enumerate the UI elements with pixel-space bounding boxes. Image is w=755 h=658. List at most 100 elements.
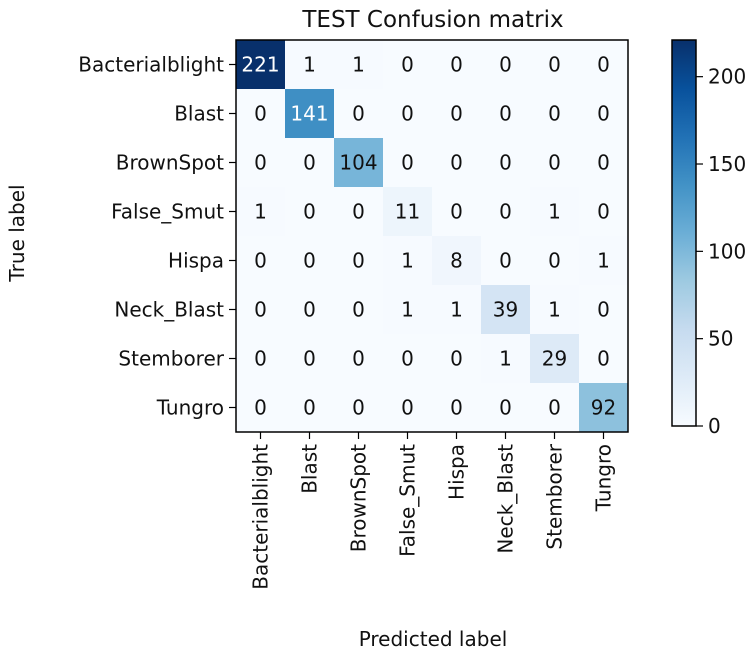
cell-value: 0 [254, 249, 267, 273]
heatmap-cell [579, 236, 629, 286]
heatmap-cell [383, 138, 433, 188]
heatmap-cell [579, 187, 629, 237]
heatmap-cell [481, 40, 531, 90]
cell-value: 29 [542, 347, 567, 371]
heatmap-cell [432, 138, 482, 188]
cell-value: 92 [591, 396, 616, 420]
cell-value: 0 [254, 102, 267, 126]
cell-value: 0 [254, 347, 267, 371]
col-tick-label: Neck_Blast [494, 444, 518, 554]
heatmap-cell [334, 236, 384, 286]
heatmap-cell [432, 40, 482, 90]
heatmap-cell [432, 187, 482, 237]
heatmap-cell [285, 187, 335, 237]
row-tick-label: Hispa [168, 249, 224, 273]
heatmap-cell [334, 89, 384, 139]
heatmap-cell [579, 40, 629, 90]
heatmap-cell [432, 334, 482, 384]
colorbar-tick-label: 0 [708, 414, 721, 438]
cell-value: 0 [254, 396, 267, 420]
row-tick-label: Blast [174, 102, 224, 126]
cell-value: 1 [597, 249, 610, 273]
heatmap-cell [432, 285, 482, 335]
cell-value: 0 [401, 347, 414, 371]
chart-title: TEST Confusion matrix [301, 7, 563, 33]
cell-value: 0 [450, 396, 463, 420]
cell-value: 0 [352, 102, 365, 126]
cell-value: 0 [450, 102, 463, 126]
heatmap-cell [334, 138, 384, 188]
cell-value: 0 [499, 249, 512, 273]
cell-value: 1 [548, 200, 561, 224]
heatmap-cell [383, 89, 433, 139]
cell-value: 0 [303, 396, 316, 420]
cell-value: 1 [401, 249, 414, 273]
cell-value: 0 [401, 396, 414, 420]
heatmap-cell [383, 383, 433, 433]
heatmap-cell [383, 40, 433, 90]
heatmap-cell [285, 334, 335, 384]
cell-value: 0 [597, 102, 610, 126]
heatmap-cell [236, 383, 286, 433]
cell-value: 0 [548, 151, 561, 175]
heatmap-cell [285, 285, 335, 335]
cell-value: 1 [254, 200, 267, 224]
colorbar-tick-label: 50 [708, 327, 733, 351]
heatmap-cell [334, 285, 384, 335]
heatmap-cell [236, 89, 286, 139]
cell-value: 0 [597, 347, 610, 371]
cell-value: 0 [548, 102, 561, 126]
colorbar [671, 39, 697, 427]
cell-value: 0 [499, 200, 512, 224]
heatmap-cell [285, 383, 335, 433]
heatmap-cell [579, 138, 629, 188]
heatmap-cell [236, 40, 286, 90]
heatmap-cell [579, 383, 629, 433]
cell-value: 0 [401, 151, 414, 175]
heatmap-cell [432, 89, 482, 139]
cell-value: 0 [401, 102, 414, 126]
colorbar-tick-label: 200 [708, 65, 746, 89]
y-axis-label: True label [5, 184, 29, 282]
cell-value: 0 [352, 347, 365, 371]
heatmap-cell [579, 334, 629, 384]
heatmap-cell [383, 334, 433, 384]
cell-value: 221 [241, 53, 279, 77]
cell-value: 0 [450, 347, 463, 371]
cell-value: 0 [597, 53, 610, 77]
cell-value: 1 [499, 347, 512, 371]
cell-value: 0 [254, 151, 267, 175]
cell-value: 0 [499, 53, 512, 77]
heatmap-cell [530, 138, 580, 188]
cell-value: 0 [499, 396, 512, 420]
row-tick-label: Tungro [156, 396, 224, 420]
heatmap-cell [236, 236, 286, 286]
cell-value: 0 [401, 53, 414, 77]
heatmap-cell [334, 383, 384, 433]
cell-value: 104 [339, 151, 377, 175]
heatmap-cell [432, 383, 482, 433]
cell-value: 0 [352, 396, 365, 420]
heatmap-cell [383, 187, 433, 237]
col-tick-label: Hispa [445, 444, 469, 500]
cell-value: 1 [303, 53, 316, 77]
cell-value: 1 [548, 298, 561, 322]
colorbar-tick-label: 100 [708, 239, 746, 263]
row-tick-labels: Bacterialblight Blast BrownSpot False_Smut H… [78, 53, 236, 420]
cell-value: 11 [395, 200, 420, 224]
cell-value: 141 [290, 102, 328, 126]
heatmap-cell [236, 334, 286, 384]
cell-value: 0 [254, 298, 267, 322]
cell-value: 1 [352, 53, 365, 77]
cell-value: 8 [450, 249, 463, 273]
cell-value: 0 [303, 151, 316, 175]
cell-value: 0 [597, 151, 610, 175]
cell-value: 39 [493, 298, 518, 322]
row-tick-label: Bacterialblight [78, 53, 224, 77]
cell-value: 0 [352, 249, 365, 273]
cell-value: 0 [450, 151, 463, 175]
heatmap-cell [432, 236, 482, 286]
heatmap-cell [236, 285, 286, 335]
heatmap-cell [579, 285, 629, 335]
